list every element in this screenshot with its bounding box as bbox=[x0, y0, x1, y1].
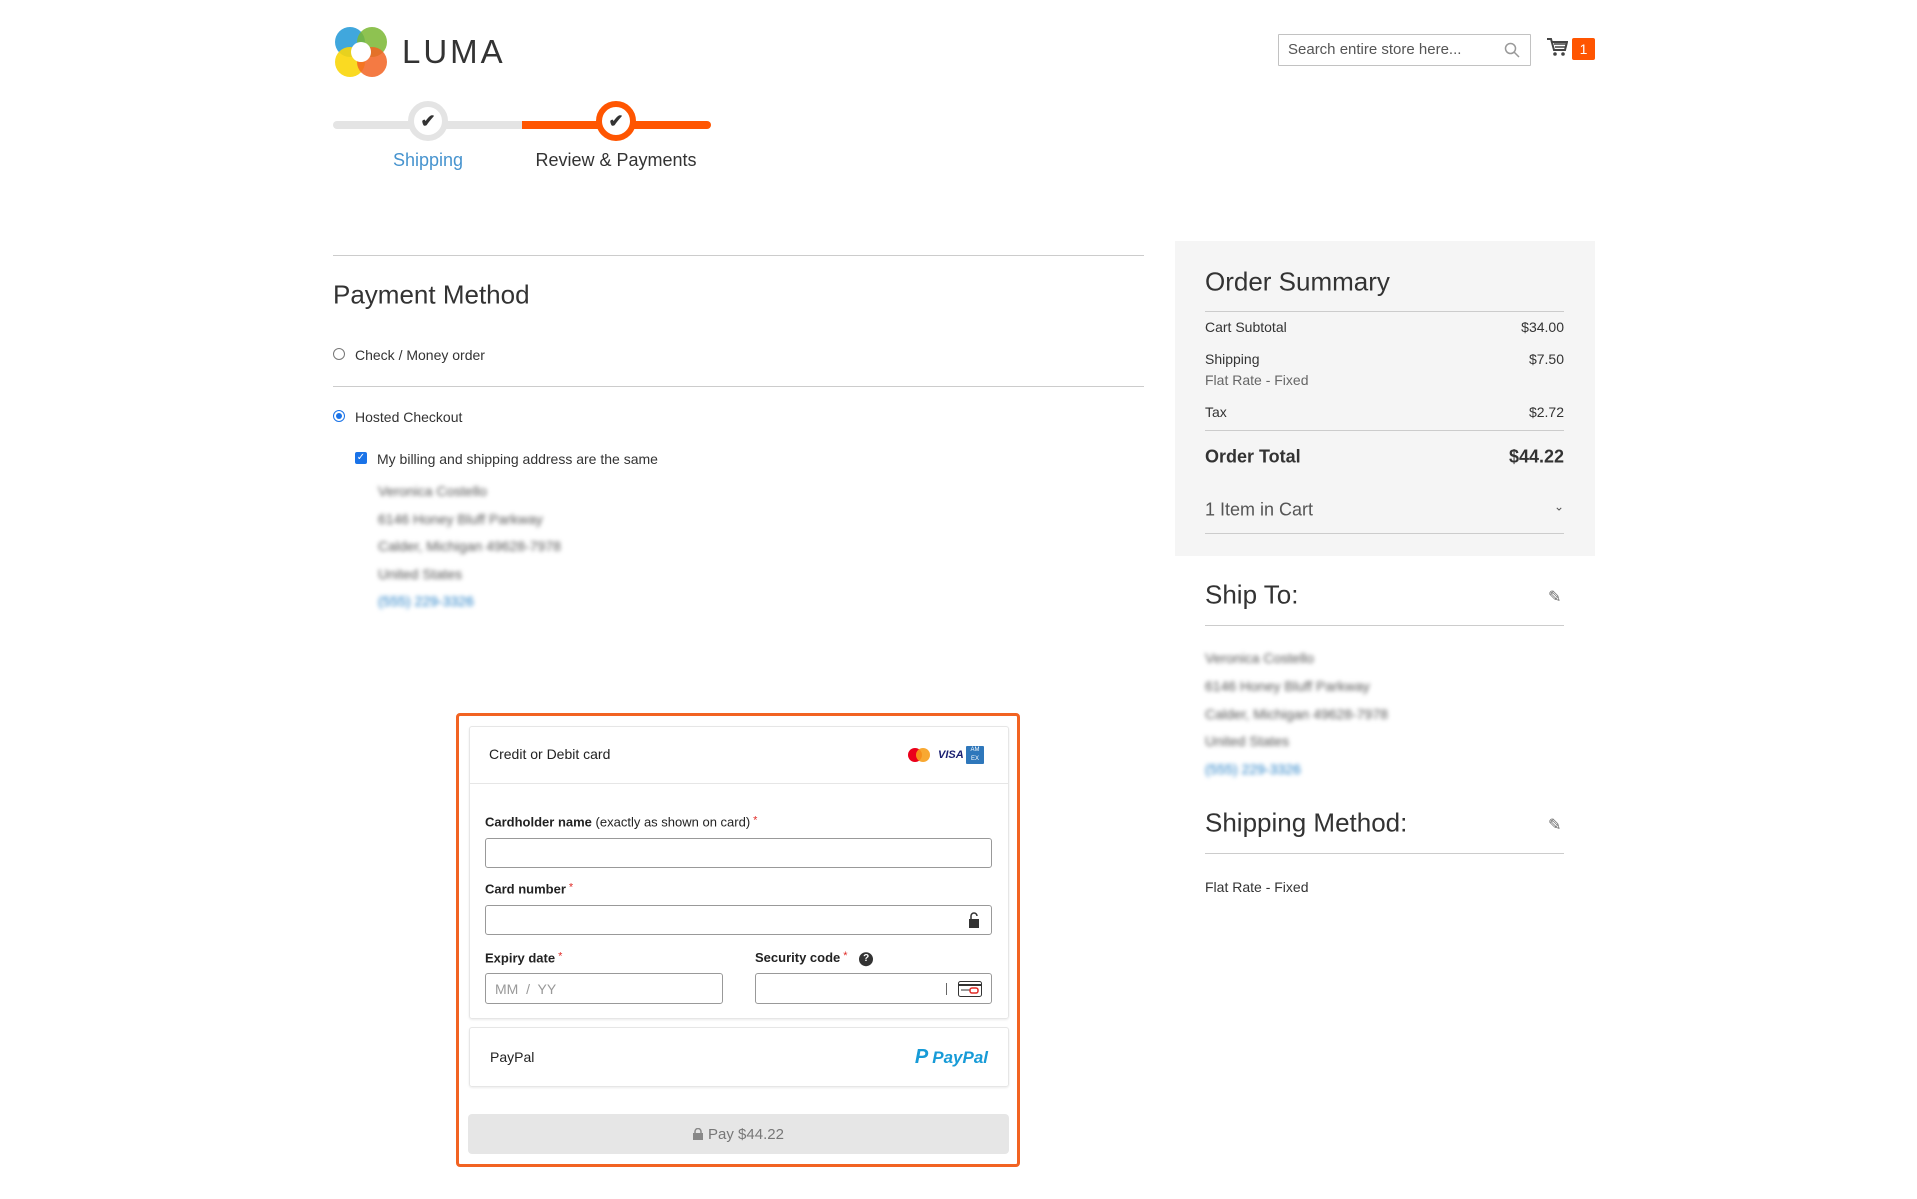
paypal-logo: P PayPal bbox=[914, 1046, 988, 1068]
edit-ship-to-icon[interactable]: ✎ bbox=[1548, 589, 1562, 606]
hosted-checkout-frame bbox=[456, 713, 1020, 1167]
billing-country: United States bbox=[378, 566, 463, 582]
divider bbox=[333, 386, 1144, 387]
help-icon[interactable]: ? bbox=[859, 951, 874, 966]
expiry-placeholder: MM / YY bbox=[495, 981, 557, 997]
divider bbox=[469, 783, 1009, 784]
mastercard-icon bbox=[908, 748, 930, 762]
expiry-date-input[interactable]: MM / YY bbox=[485, 973, 723, 1004]
luma-logo[interactable]: LUMA bbox=[333, 25, 503, 79]
amex-icon: AM EX bbox=[966, 746, 984, 764]
card-number-input[interactable] bbox=[485, 905, 992, 935]
subtotal-value: $34.00 bbox=[1521, 319, 1564, 335]
cart-count-badge[interactable]: 1 bbox=[1572, 38, 1595, 60]
ship-to-street: 6146 Honey Bluff Parkway bbox=[1205, 678, 1370, 694]
divider bbox=[1205, 533, 1564, 534]
lock-icon bbox=[693, 1128, 704, 1140]
step-review-marker: ✔ bbox=[596, 101, 636, 141]
billing-street: 6146 Honey Bluff Parkway bbox=[378, 511, 543, 527]
order-total-value: $44.22 bbox=[1508, 446, 1564, 467]
paypal-label: PayPal bbox=[490, 1049, 535, 1065]
divider bbox=[1205, 311, 1564, 312]
step-shipping-marker[interactable]: ✔ bbox=[408, 101, 448, 141]
same-address-label[interactable]: My billing and shipping address are the … bbox=[377, 451, 658, 467]
search-input[interactable]: Search entire store here... bbox=[1278, 34, 1531, 66]
billing-phone[interactable]: (555) 229-3326 bbox=[378, 593, 474, 609]
card-section-title[interactable]: Credit or Debit card bbox=[489, 746, 611, 762]
order-summary-panel bbox=[1175, 241, 1595, 556]
card-number-label: Card number * bbox=[485, 881, 574, 897]
items-in-cart-toggle[interactable]: 1 Item in Cart ⌄ bbox=[1205, 499, 1564, 520]
cardholder-name-input[interactable] bbox=[485, 838, 992, 868]
expiry-label: Expiry date * bbox=[485, 950, 563, 966]
shipping-method-note: Flat Rate - Fixed bbox=[1205, 372, 1309, 388]
tax-row: Tax $2.72 bbox=[1205, 404, 1564, 420]
divider bbox=[333, 255, 1144, 256]
cart-icon[interactable] bbox=[1546, 37, 1568, 57]
order-total-row: Order Total $44.22 bbox=[1205, 446, 1564, 467]
hosted-checkout-label[interactable]: Hosted Checkout bbox=[355, 409, 463, 425]
ship-to-title: Ship To: bbox=[1205, 579, 1299, 610]
subtotal-row: Cart Subtotal $34.00 bbox=[1205, 319, 1564, 335]
shipping-method-title: Shipping Method: bbox=[1205, 807, 1408, 838]
shipping-value: $7.50 bbox=[1528, 351, 1564, 367]
lock-icon bbox=[969, 912, 979, 928]
pay-button-label: Pay $44.22 bbox=[708, 1125, 784, 1143]
radio-check-money-order[interactable] bbox=[333, 348, 345, 360]
card-cvc-icon bbox=[958, 981, 982, 997]
ship-to-country: United States bbox=[1205, 733, 1290, 749]
security-code-label: Security code * ? bbox=[755, 950, 874, 966]
search-icon[interactable] bbox=[1504, 42, 1520, 58]
cardholder-label: Cardholder name (exactly as shown on car… bbox=[485, 814, 758, 830]
paypal-option[interactable]: PayPal P PayPal bbox=[469, 1027, 1009, 1087]
billing-name: Veronica Costello bbox=[378, 483, 487, 499]
security-code-input[interactable] bbox=[755, 973, 992, 1004]
logo-text: LUMA bbox=[402, 33, 506, 70]
card-payment-section bbox=[469, 726, 1009, 1019]
tax-value: $2.72 bbox=[1528, 404, 1564, 420]
ship-to-name: Veronica Costello bbox=[1205, 650, 1314, 666]
same-address-checkbox[interactable]: ✓ bbox=[355, 452, 367, 464]
check-icon: ✔ bbox=[608, 110, 624, 131]
check-icon: ✔ bbox=[420, 110, 436, 131]
pay-button[interactable]: Pay $44.22 bbox=[468, 1114, 1009, 1154]
edit-shipping-method-icon[interactable]: ✎ bbox=[1548, 817, 1562, 834]
step-shipping-label[interactable]: Shipping bbox=[392, 150, 464, 170]
luma-logo-icon bbox=[335, 27, 387, 77]
search-placeholder: Search entire store here... bbox=[1288, 41, 1462, 58]
visa-icon: VISA bbox=[938, 749, 964, 761]
ship-to-phone[interactable]: (555) 229-3326 bbox=[1205, 761, 1301, 777]
divider bbox=[1205, 430, 1564, 431]
paypal-p-icon: P bbox=[914, 1046, 929, 1068]
ship-to-city: Calder, Michigan 49628-7978 bbox=[1205, 706, 1388, 722]
divider bbox=[1205, 853, 1564, 854]
shipping-row: Shipping $7.50 bbox=[1205, 351, 1564, 367]
order-summary-title: Order Summary bbox=[1205, 266, 1390, 297]
divider bbox=[946, 983, 947, 995]
page-title: Payment Method bbox=[333, 279, 530, 310]
billing-city: Calder, Michigan 49628-7978 bbox=[378, 538, 561, 554]
divider bbox=[1205, 625, 1564, 626]
chevron-down-icon: ⌄ bbox=[1553, 499, 1564, 514]
radio-hosted-checkout[interactable] bbox=[333, 410, 345, 422]
shipping-method-value: Flat Rate - Fixed bbox=[1205, 879, 1309, 895]
step-review-label: Review & Payments bbox=[535, 150, 697, 170]
check-money-order-label[interactable]: Check / Money order bbox=[355, 347, 485, 363]
